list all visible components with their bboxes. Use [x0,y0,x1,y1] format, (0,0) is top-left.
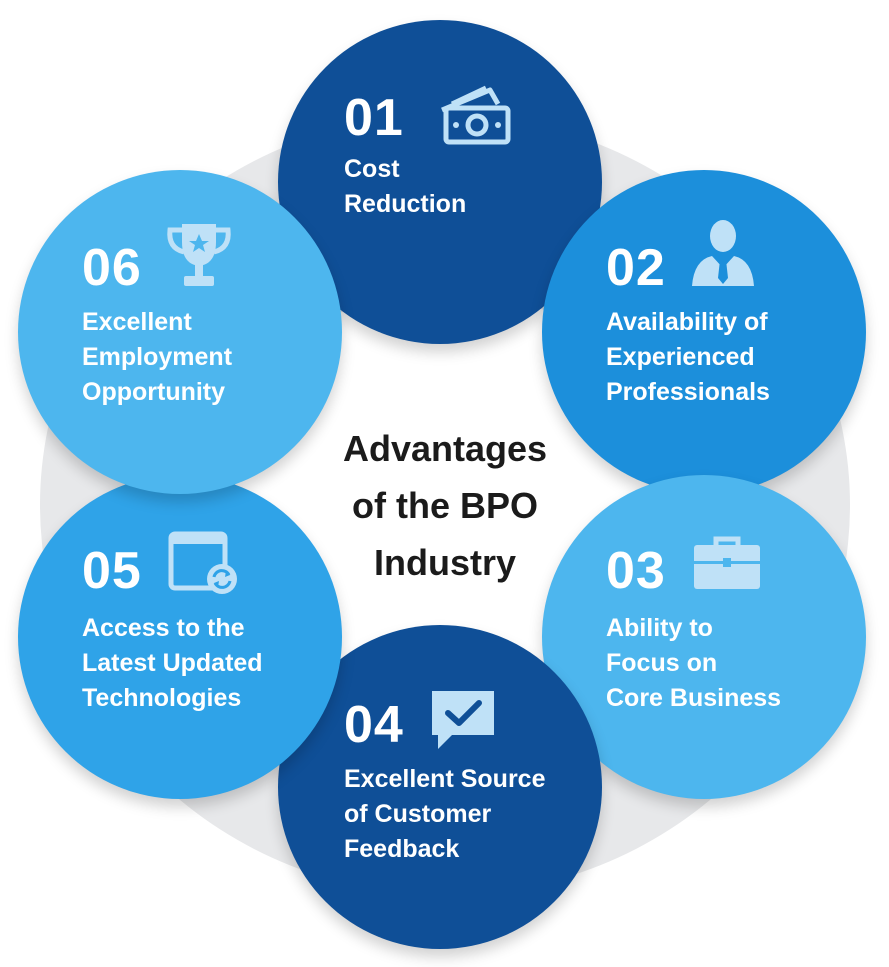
advantage-02-number: 02 [606,239,666,297]
advantage-06-number: 06 [82,239,142,297]
refresh-window-icon [168,531,240,597]
advantage-06-circle: 06 Excellent Employment Opportunity [18,170,342,494]
advantage-03-label: Ability to Focus on Core Business [606,614,782,712]
advantage-06-label: Excellent Employment Opportunity [82,308,233,406]
advantage-05-number: 05 [82,542,142,600]
advantage-04-number: 04 [344,696,404,754]
advantage-02-circle: 02 Availability of Experienced Professio… [542,170,866,494]
advantage-05-label: Access to the Latest Updated Technologie… [82,614,263,712]
trophy-icon [162,220,236,292]
briefcase-icon [692,535,762,591]
advantage-04-label: Excellent Source of Customer Feedback [344,765,546,863]
center-title: Advantages of the BPO Industry [342,428,548,583]
cash-icon [438,82,514,148]
chat-check-icon [428,687,498,753]
advantage-01-label: Cost Reduction [344,155,467,218]
businessman-icon [688,216,758,288]
advantage-03-number: 03 [606,542,666,600]
advantage-01-number: 01 [344,89,404,147]
advantage-02-label: Availability of Experienced Professional… [606,308,770,406]
advantage-05-circle: 05 Access to the Latest Updated Technolo… [18,475,342,799]
